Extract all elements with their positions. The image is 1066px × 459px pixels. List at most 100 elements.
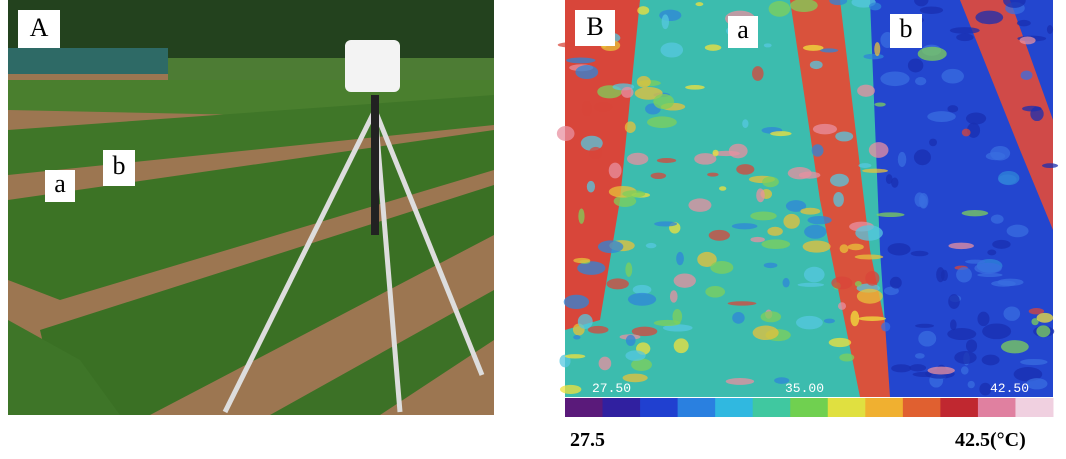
thermal-blob (948, 243, 974, 249)
color-bar (565, 398, 1054, 417)
thermal-blob (1020, 36, 1036, 44)
thermal-blob (810, 61, 823, 69)
thermal-blob (564, 295, 589, 309)
color-bar-segment (640, 398, 678, 417)
thermal-blob (954, 351, 976, 364)
thermal-blob (729, 144, 748, 159)
thermal-blob (890, 277, 902, 289)
thermal-blob (865, 271, 879, 286)
thermal-blob (761, 311, 782, 322)
thermal-blob (647, 116, 677, 128)
thermal-blob (625, 350, 645, 360)
thermal-blob (829, 338, 851, 347)
thermal-blob (589, 147, 603, 159)
thermal-blob (783, 278, 790, 288)
thermal-blob (948, 294, 960, 309)
thermal-blob (997, 279, 1023, 286)
fence (8, 48, 168, 74)
thermal-blob (1003, 306, 1020, 320)
color-bar-segment (1015, 398, 1053, 417)
thermal-blob (1021, 71, 1033, 80)
scale-mark: 42.50 (990, 381, 1029, 396)
thermal-blob (888, 243, 911, 255)
thermal-blob (695, 2, 703, 6)
thermal-blob (914, 149, 931, 165)
thermal-blob (977, 273, 1002, 277)
thermal-blob (707, 173, 719, 177)
thermal-blob (833, 192, 844, 207)
thermal-blob (674, 273, 696, 287)
thermal-blob (1036, 325, 1050, 337)
thermal-blob (674, 338, 689, 353)
thermal-blob (812, 144, 824, 156)
thermal-blob (830, 174, 849, 187)
thermal-blob (918, 47, 947, 61)
thermal-blob (927, 111, 956, 122)
thermal-blob (1007, 225, 1029, 238)
thermal-blob (941, 69, 963, 84)
thermal-blob (1047, 25, 1053, 34)
thermal-blob (990, 146, 1010, 161)
thermal-blob (705, 286, 725, 297)
thermal-blob (956, 34, 973, 42)
thermal-blob (874, 42, 880, 56)
thermal-blob (625, 121, 636, 133)
thermal-blob (987, 250, 996, 256)
thermal-blob (1030, 107, 1043, 121)
thermal-blob (947, 328, 976, 340)
thermal-blob (929, 139, 937, 147)
thermal-blob (709, 230, 730, 241)
row-label: b (900, 14, 913, 43)
far-field (168, 58, 494, 80)
thermal-blob (857, 289, 883, 304)
thermal-blob (855, 281, 862, 287)
thermal-blob (831, 277, 852, 290)
scale-mark: 27.50 (592, 381, 631, 396)
thermal-blob (947, 105, 958, 112)
thermal-blob (582, 101, 592, 117)
thermal-blob (876, 212, 904, 217)
color-bar-segment (715, 398, 753, 417)
thermal-blob (728, 301, 757, 305)
thermal-blob (767, 227, 782, 236)
thermal-blob (869, 142, 889, 158)
thermal-blob (762, 177, 779, 188)
thermal-blob (676, 252, 684, 265)
thermal-blob (588, 326, 609, 334)
thermal-blob (660, 42, 683, 57)
thermal-blob (761, 239, 790, 249)
color-bar-segment (790, 398, 828, 417)
panel-label: B (586, 12, 603, 41)
thermal-blob (804, 267, 825, 283)
thermal-blob (858, 316, 886, 321)
scale-min: 27.5 (570, 429, 605, 451)
thermal-blob (1042, 163, 1058, 168)
thermal-blob (705, 44, 721, 50)
thermal-blob (573, 335, 580, 339)
thermal-blob (961, 366, 969, 374)
photo-a: A a b (8, 0, 494, 415)
thermal-blob (803, 241, 831, 253)
thermal-blob (764, 43, 772, 47)
thermal-blob (869, 3, 881, 11)
thermal-blob (719, 186, 726, 191)
thermal-blob (962, 129, 971, 137)
thermal-blob (968, 381, 975, 388)
thermal-blob (965, 260, 985, 264)
color-bar-segment (903, 398, 941, 417)
thermal-blob (858, 163, 871, 168)
thermal-blob (991, 215, 1004, 224)
thermal-blob (919, 193, 929, 209)
thermal-blob (736, 164, 754, 175)
thermal-blob (653, 94, 674, 109)
thermal-blob (654, 320, 681, 326)
thermal-blob (607, 278, 629, 289)
thermal-blob (908, 58, 923, 72)
thermal-blob (769, 1, 791, 17)
thermal-blob (800, 208, 820, 215)
thermal-blob (566, 57, 595, 63)
thermal-blob (881, 322, 890, 331)
thermal-blob (975, 11, 1003, 25)
thermal-blob (798, 283, 825, 287)
row-label: a (54, 169, 66, 198)
